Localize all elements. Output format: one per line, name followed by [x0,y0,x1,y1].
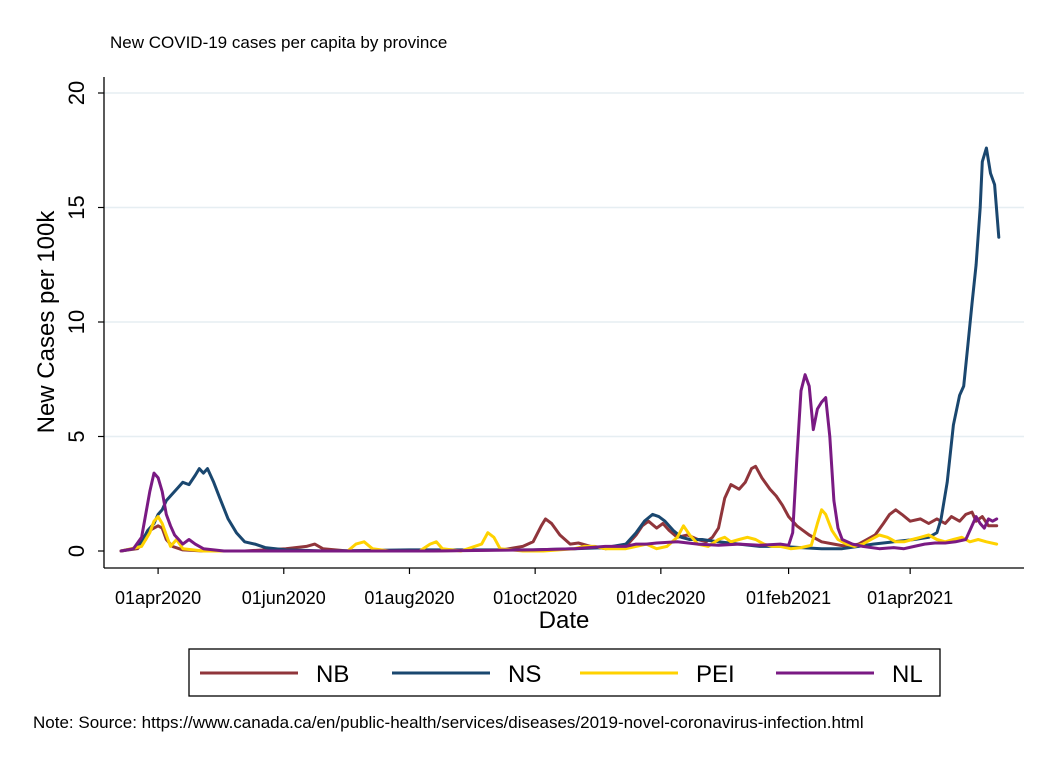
chart-title: New COVID-19 cases per capita by provinc… [110,33,447,52]
x-tick-label: 01oct2020 [493,588,577,608]
y-tick-label: 10 [64,310,89,334]
legend-label-nl: NL [892,661,923,688]
source-note: Note: Source: https://www.canada.ca/en/p… [33,713,864,732]
x-tick-label: 01feb2021 [746,588,831,608]
x-tick-label: 01dec2020 [616,588,705,608]
x-axis-label: Date [539,607,590,634]
y-tick-label: 0 [64,545,89,557]
series-line-nb [119,464,999,553]
series-line-ns [119,146,1001,553]
x-tick-label: 01aug2020 [364,588,454,608]
x-tick-label: 01jun2020 [242,588,326,608]
legend-label-ns: NS [508,661,541,688]
y-tick-label: 15 [64,195,89,219]
x-tick-label: 01apr2021 [867,588,953,608]
y-axis-ticks: 0 5 10 15 20 [64,81,104,557]
y-tick-label: 20 [64,81,89,105]
gridlines [104,92,1024,438]
x-tick-label: 01apr2020 [115,588,201,608]
y-tick-label: 5 [64,430,89,442]
series-line-nl [119,373,999,553]
y-axis-label: New Cases per 100k [33,210,60,434]
legend-label-nb: NB [316,661,349,688]
legend-label-pei: PEI [696,661,735,688]
x-axis-ticks: 01apr2020 01jun2020 01aug2020 01oct2020 01de… [115,568,953,608]
legend: NB NS PEI NL [188,648,941,697]
series-lines [119,146,1001,553]
